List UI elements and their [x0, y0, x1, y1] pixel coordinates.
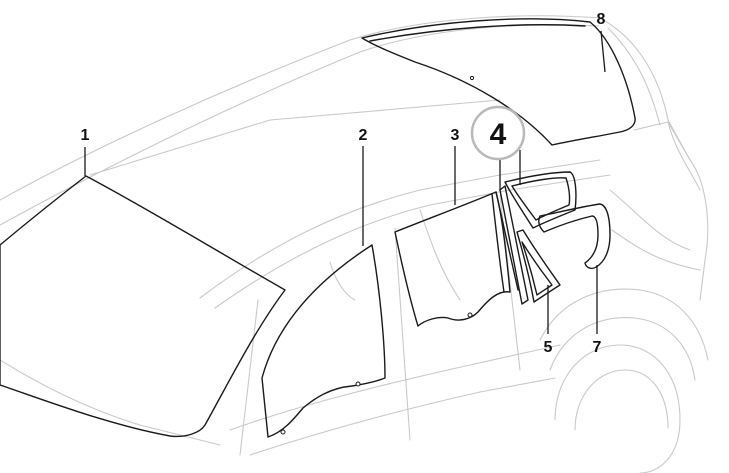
callout-2: 2: [359, 127, 368, 144]
rear-door-glass-hole: [467, 312, 473, 318]
door-pillar-strip: [499, 185, 529, 305]
side-quarter-window-outline: [504, 171, 577, 229]
rear-window-outline: [361, 18, 636, 146]
side-window-seal-outline: [538, 203, 611, 270]
front-door-glass-outline: [261, 244, 386, 438]
callout-4: 4: [490, 118, 507, 151]
fixed-quarter-glass-inner: [521, 241, 553, 296]
callout-8: 8: [597, 11, 606, 28]
leader-line-8: [600, 30, 606, 73]
rear-door-glass-outline: [394, 191, 511, 327]
rear-window-mark: [469, 75, 475, 81]
windscreen-outline: [0, 175, 286, 438]
fixed-quarter-glass-outline: [516, 229, 561, 303]
car-body-ghost: [0, 15, 709, 473]
leader-lines: [84, 30, 606, 334]
callout-3: 3: [451, 127, 460, 144]
rear-door-glass-edge: [491, 193, 505, 293]
callout-7: 7: [593, 339, 602, 356]
callout-1: 1: [81, 127, 90, 144]
side-quarter-window-inner: [511, 177, 571, 221]
rear-door-glass-inner: [495, 191, 519, 291]
highlight-circle: [470, 105, 526, 161]
callout-5: 5: [544, 339, 553, 356]
rear-window-inner-edge: [369, 24, 586, 42]
front-door-glass-hole: [280, 429, 286, 435]
front-door-glass-hole-2: [355, 381, 361, 387]
